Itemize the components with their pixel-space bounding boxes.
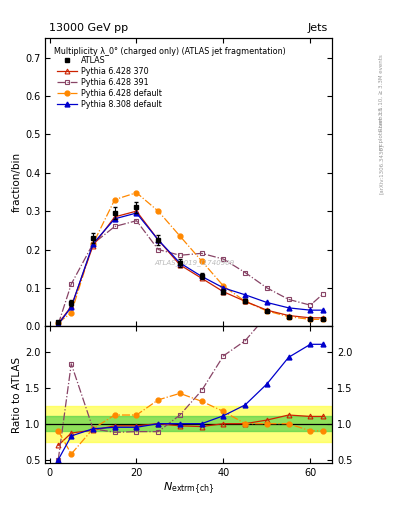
Text: Rivet 3.1.10, ≥ 3.3M events: Rivet 3.1.10, ≥ 3.3M events — [379, 54, 384, 131]
Text: [arXiv:1306.3436]: [arXiv:1306.3436] — [379, 144, 384, 194]
Text: mcplots.cern.ch: mcplots.cern.ch — [379, 106, 384, 150]
Legend: ATLAS, Pythia 6.428 370, Pythia 6.428 391, Pythia 6.428 default, Pythia 8.308 de: ATLAS, Pythia 6.428 370, Pythia 6.428 39… — [55, 54, 163, 110]
Y-axis label: fraction/bin: fraction/bin — [12, 152, 22, 212]
Text: Multiplicity λ_0° (charged only) (ATLAS jet fragmentation): Multiplicity λ_0° (charged only) (ATLAS … — [54, 47, 286, 56]
Text: 13000 GeV pp: 13000 GeV pp — [49, 23, 128, 33]
Text: ATLAS_2019_I1740909: ATLAS_2019_I1740909 — [154, 260, 235, 266]
Bar — [45, 416, 332, 431]
Y-axis label: Ratio to ATLAS: Ratio to ATLAS — [12, 357, 22, 433]
X-axis label: $N_{\rm extrm\{ch\}}$: $N_{\rm extrm\{ch\}}$ — [163, 481, 215, 497]
Text: Jets: Jets — [308, 23, 328, 33]
Bar — [45, 406, 332, 442]
